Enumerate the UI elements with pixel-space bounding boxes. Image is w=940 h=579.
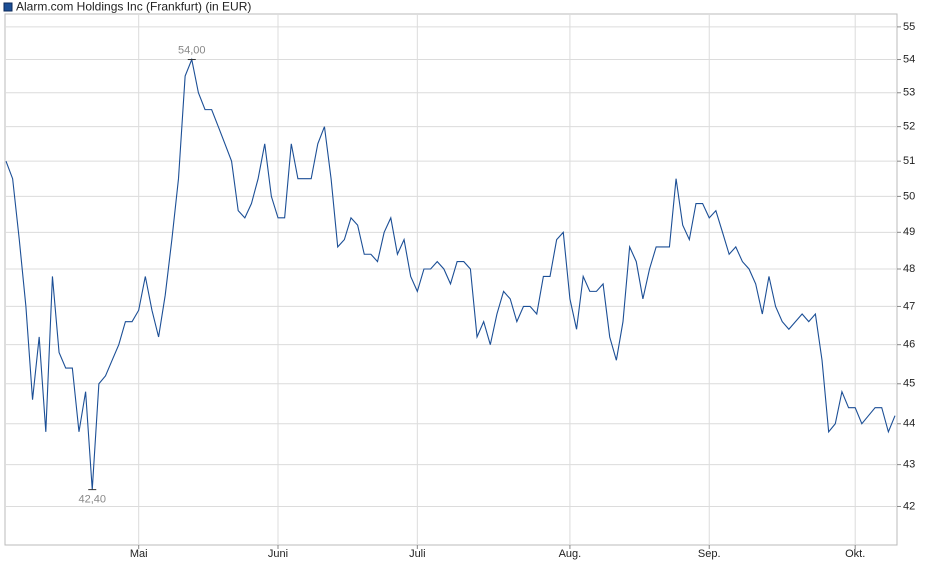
y-tick-label: 50: [903, 190, 915, 202]
y-tick-label: 42: [903, 500, 915, 512]
y-tick-label: 45: [903, 378, 915, 390]
annotation-label: 42,40: [78, 494, 106, 506]
plot-area: [4, 13, 898, 546]
x-tick-label: Juni: [268, 548, 288, 560]
x-tick-label: Aug.: [559, 548, 582, 560]
x-tick-label: Okt.: [845, 548, 865, 560]
y-tick-label: 52: [903, 121, 915, 133]
y-tick-label: 49: [903, 226, 915, 238]
x-tick-label: Juli: [409, 548, 426, 560]
chart-title: Alarm.com Holdings Inc (Frankfurt) (in E…: [16, 0, 251, 14]
y-tick-label: 55: [903, 21, 915, 33]
x-tick-label: Sep.: [698, 548, 721, 560]
y-tick-label: 43: [903, 459, 915, 471]
x-tick-label: Mai: [130, 548, 148, 560]
legend-swatch: [3, 2, 13, 12]
y-tick-label: 54: [903, 53, 915, 65]
y-tick-label: 48: [903, 263, 915, 275]
annotation-label: 54,00: [178, 44, 206, 56]
y-tick-label: 51: [903, 155, 915, 167]
series-line: [5, 57, 896, 490]
y-tick-label: 46: [903, 339, 915, 351]
y-tick-label: 47: [903, 300, 915, 312]
y-tick-label: 53: [903, 87, 915, 99]
y-tick-label: 44: [903, 418, 915, 430]
